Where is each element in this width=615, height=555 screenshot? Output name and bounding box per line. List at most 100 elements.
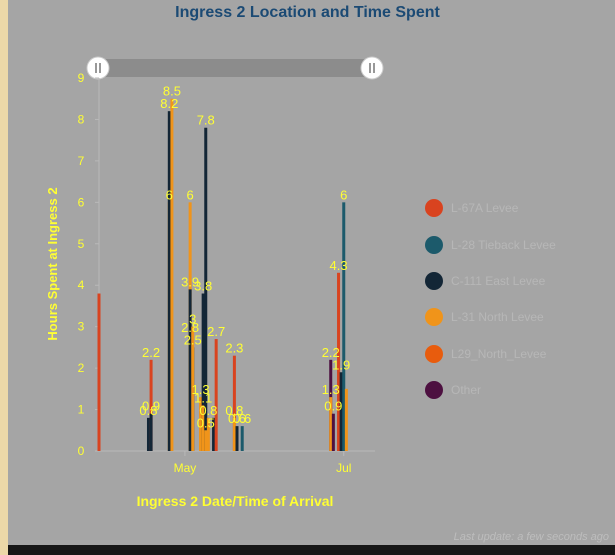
- range-slider[interactable]: [86, 56, 384, 80]
- legend-item[interactable]: L-31 North Levee: [425, 299, 556, 335]
- bar[interactable]: [342, 202, 346, 451]
- data-label: 1.3: [192, 382, 210, 397]
- data-label: 0.5: [197, 415, 215, 430]
- y-tick-label: 8: [78, 112, 85, 126]
- legend-swatch: [425, 344, 443, 363]
- y-tick-label: 9: [78, 71, 85, 85]
- legend-swatch: [425, 235, 443, 254]
- data-label: 2.7: [207, 324, 225, 339]
- data-label: 1.9: [332, 357, 350, 372]
- data-label: 2.3: [225, 341, 243, 356]
- y-tick-label: 4: [78, 278, 85, 292]
- legend-label: L-67A Levee: [451, 201, 519, 216]
- data-label: 3.9: [181, 274, 199, 289]
- data-label: 4.3: [330, 258, 348, 273]
- bar[interactable]: [235, 426, 239, 451]
- legend-item[interactable]: L-28 Tieback Levee: [425, 226, 556, 262]
- chart-title: Ingress 2 Location and Time Spent: [175, 4, 440, 21]
- bars-group: [97, 98, 348, 452]
- y-tick-label: 6: [78, 195, 85, 209]
- bar[interactable]: [188, 289, 192, 451]
- y-tick-label: 5: [78, 237, 85, 251]
- bar[interactable]: [201, 405, 205, 451]
- data-label: 0.8: [225, 403, 243, 418]
- left-accent-strip: [0, 0, 8, 555]
- legend-label: C-111 East Levee: [451, 273, 546, 288]
- legend-swatch: [425, 308, 443, 327]
- bar[interactable]: [331, 413, 335, 451]
- y-tick-label: 1: [78, 403, 85, 417]
- data-label: 0.6: [228, 411, 246, 426]
- legend-swatch: [425, 199, 443, 218]
- slider-track: [98, 59, 372, 77]
- legend-label: L-28 Tieback Levee: [451, 237, 556, 252]
- bar[interactable]: [344, 388, 348, 451]
- slider-handle-right[interactable]: [360, 56, 384, 80]
- y-axis: 0 1 2 3 4 5 6 7 8 9: [78, 71, 100, 458]
- data-label: 7.8: [197, 113, 215, 128]
- bar[interactable]: [329, 397, 333, 451]
- bar[interactable]: [191, 326, 195, 451]
- data-label: 8.5: [163, 84, 181, 99]
- bar[interactable]: [146, 417, 150, 451]
- bar[interactable]: [167, 111, 171, 452]
- data-label: 6: [166, 187, 173, 202]
- legend-label: L29_North_Levee: [451, 346, 547, 361]
- legend: L-67A Levee L-28 Tieback Levee C-111 East …: [425, 190, 556, 408]
- data-label: 6: [187, 187, 194, 202]
- x-axis: May Jul: [99, 450, 375, 475]
- bar[interactable]: [339, 372, 343, 451]
- legend-label: L-31 North Levee: [451, 310, 544, 325]
- legend-item[interactable]: L-67A Levee: [425, 190, 556, 226]
- bar[interactable]: [149, 359, 153, 451]
- bar[interactable]: [232, 417, 236, 451]
- data-label: 2.5: [184, 332, 202, 347]
- bar[interactable]: [149, 413, 153, 451]
- bar[interactable]: [170, 98, 174, 451]
- legend-item[interactable]: L29_North_Levee: [425, 336, 556, 372]
- data-label: 6: [340, 187, 347, 202]
- data-label: 3.8: [194, 279, 212, 294]
- data-label: 3: [189, 312, 196, 327]
- legend-swatch: [425, 271, 443, 290]
- chart-panel: [8, 0, 615, 545]
- data-label: 2.2: [142, 345, 160, 360]
- data-label: 2.8: [181, 320, 199, 335]
- data-label: 0.8: [139, 403, 157, 418]
- slider-handle-left[interactable]: [86, 56, 110, 80]
- data-label: 8.2: [160, 96, 178, 111]
- bar[interactable]: [212, 417, 216, 451]
- bar[interactable]: [97, 293, 101, 451]
- bar[interactable]: [206, 417, 210, 451]
- legend-item[interactable]: Other: [425, 372, 556, 408]
- data-label: 1.3: [322, 382, 340, 397]
- legend-item[interactable]: C-111 East Levee: [425, 263, 556, 299]
- y-tick-label: 3: [78, 320, 85, 334]
- bar[interactable]: [199, 397, 203, 451]
- data-label: 0.9: [324, 399, 342, 414]
- data-label: 0.9: [142, 399, 160, 414]
- y-tick-label: 7: [78, 154, 85, 168]
- y-tick-label: 0: [78, 444, 85, 458]
- legend-label: Other: [451, 383, 482, 398]
- bar[interactable]: [240, 426, 244, 451]
- y-tick-label: 2: [78, 361, 85, 375]
- bar[interactable]: [232, 355, 236, 451]
- data-label: 0.8: [199, 403, 217, 418]
- bar[interactable]: [204, 127, 208, 451]
- data-label: 2.2: [322, 345, 340, 360]
- y-axis-label: Hours Spent at Ingress 2: [45, 187, 60, 340]
- bar[interactable]: [204, 430, 208, 451]
- bar[interactable]: [214, 339, 218, 451]
- x-tick-label: Jul: [336, 461, 351, 475]
- last-update-text: Last update: a few seconds ago: [453, 531, 609, 543]
- bar[interactable]: [337, 272, 341, 451]
- x-axis-label: Ingress 2 Date/Time of Arrival: [137, 493, 334, 509]
- x-tick-label: May: [174, 461, 197, 475]
- data-label: 0.6: [233, 411, 251, 426]
- bar[interactable]: [201, 293, 205, 451]
- legend-swatch: [425, 381, 443, 400]
- data-label: 1.1: [194, 390, 212, 405]
- data-labels-group: 0.8 2.2 0.9 6 8.28.5 6 2.8 3.9 2.5 3 1.3 3.8 1.1 7.8 0…: [139, 84, 350, 431]
